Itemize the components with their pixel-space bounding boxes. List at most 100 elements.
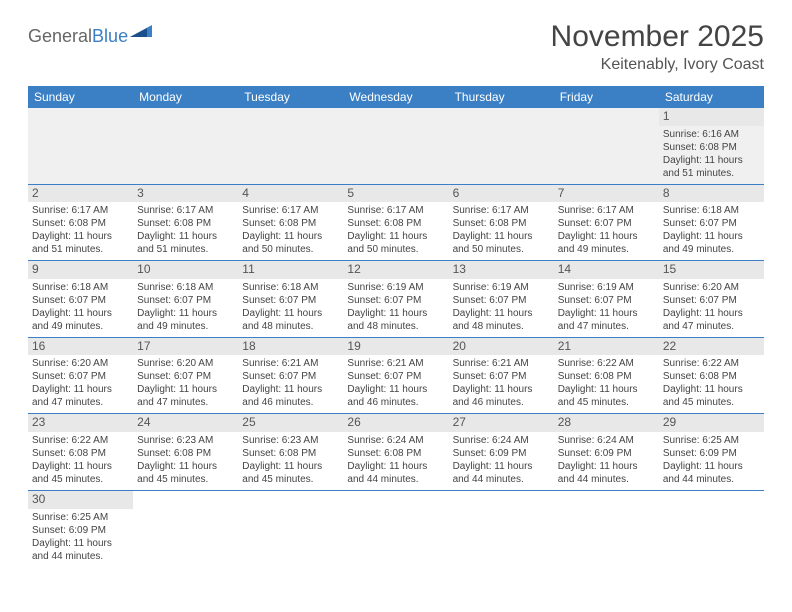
calendar-week-row: 23Sunrise: 6:22 AMSunset: 6:08 PMDayligh… bbox=[28, 414, 764, 491]
sunrise-text: Sunrise: 6:17 AM bbox=[32, 204, 129, 217]
calendar-cell: 4Sunrise: 6:17 AMSunset: 6:08 PMDaylight… bbox=[238, 184, 343, 261]
calendar-cell: 5Sunrise: 6:17 AMSunset: 6:08 PMDaylight… bbox=[343, 184, 448, 261]
day-number: 4 bbox=[238, 185, 343, 203]
day-number: 29 bbox=[659, 414, 764, 432]
sunrise-text: Sunrise: 6:18 AM bbox=[242, 281, 339, 294]
calendar-cell bbox=[554, 490, 659, 566]
day-number: 20 bbox=[449, 338, 554, 356]
day-number: 18 bbox=[238, 338, 343, 356]
calendar-cell: 27Sunrise: 6:24 AMSunset: 6:09 PMDayligh… bbox=[449, 414, 554, 491]
sunrise-text: Sunrise: 6:21 AM bbox=[347, 357, 444, 370]
day-number: 27 bbox=[449, 414, 554, 432]
sunrise-text: Sunrise: 6:23 AM bbox=[242, 434, 339, 447]
calendar-cell: 24Sunrise: 6:23 AMSunset: 6:08 PMDayligh… bbox=[133, 414, 238, 491]
sunrise-text: Sunrise: 6:16 AM bbox=[663, 128, 760, 141]
calendar-week-row: 1Sunrise: 6:16 AMSunset: 6:08 PMDaylight… bbox=[28, 108, 764, 184]
sunrise-text: Sunrise: 6:22 AM bbox=[663, 357, 760, 370]
sunrise-text: Sunrise: 6:21 AM bbox=[242, 357, 339, 370]
calendar-cell bbox=[659, 490, 764, 566]
sunrise-text: Sunrise: 6:17 AM bbox=[347, 204, 444, 217]
day-number: 22 bbox=[659, 338, 764, 356]
daylight-text: Daylight: 11 hours and 48 minutes. bbox=[242, 307, 339, 333]
calendar-cell bbox=[343, 108, 448, 184]
location: Keitenably, Ivory Coast bbox=[551, 56, 764, 74]
daylight-text: Daylight: 11 hours and 47 minutes. bbox=[32, 383, 129, 409]
sunrise-text: Sunrise: 6:25 AM bbox=[663, 434, 760, 447]
daylight-text: Daylight: 11 hours and 51 minutes. bbox=[32, 230, 129, 256]
day-number: 25 bbox=[238, 414, 343, 432]
sunset-text: Sunset: 6:09 PM bbox=[453, 447, 550, 460]
calendar-cell: 14Sunrise: 6:19 AMSunset: 6:07 PMDayligh… bbox=[554, 261, 659, 338]
calendar-week-row: 2Sunrise: 6:17 AMSunset: 6:08 PMDaylight… bbox=[28, 184, 764, 261]
daylight-text: Daylight: 11 hours and 49 minutes. bbox=[32, 307, 129, 333]
weekday-header-row: Sunday Monday Tuesday Wednesday Thursday… bbox=[28, 86, 764, 108]
logo: GeneralBlue bbox=[28, 26, 152, 47]
weekday-header: Friday bbox=[554, 86, 659, 108]
day-number: 28 bbox=[554, 414, 659, 432]
sunrise-text: Sunrise: 6:24 AM bbox=[347, 434, 444, 447]
sunrise-text: Sunrise: 6:24 AM bbox=[558, 434, 655, 447]
calendar-cell: 11Sunrise: 6:18 AMSunset: 6:07 PMDayligh… bbox=[238, 261, 343, 338]
sunrise-text: Sunrise: 6:20 AM bbox=[137, 357, 234, 370]
sunrise-text: Sunrise: 6:18 AM bbox=[663, 204, 760, 217]
daylight-text: Daylight: 11 hours and 45 minutes. bbox=[32, 460, 129, 486]
sunrise-text: Sunrise: 6:22 AM bbox=[32, 434, 129, 447]
header: GeneralBlue November 2025 Keitenably, Iv… bbox=[28, 20, 764, 74]
day-number: 30 bbox=[28, 491, 133, 509]
sunset-text: Sunset: 6:08 PM bbox=[347, 217, 444, 230]
sunrise-text: Sunrise: 6:23 AM bbox=[137, 434, 234, 447]
daylight-text: Daylight: 11 hours and 49 minutes. bbox=[663, 230, 760, 256]
calendar-cell: 30Sunrise: 6:25 AMSunset: 6:09 PMDayligh… bbox=[28, 490, 133, 566]
day-number: 15 bbox=[659, 261, 764, 279]
sunrise-text: Sunrise: 6:17 AM bbox=[558, 204, 655, 217]
weekday-header: Saturday bbox=[659, 86, 764, 108]
calendar-cell bbox=[238, 490, 343, 566]
sunset-text: Sunset: 6:07 PM bbox=[663, 217, 760, 230]
sunrise-text: Sunrise: 6:18 AM bbox=[137, 281, 234, 294]
daylight-text: Daylight: 11 hours and 45 minutes. bbox=[242, 460, 339, 486]
daylight-text: Daylight: 11 hours and 46 minutes. bbox=[347, 383, 444, 409]
sunset-text: Sunset: 6:07 PM bbox=[242, 294, 339, 307]
sunrise-text: Sunrise: 6:24 AM bbox=[453, 434, 550, 447]
calendar-cell bbox=[554, 108, 659, 184]
daylight-text: Daylight: 11 hours and 45 minutes. bbox=[137, 460, 234, 486]
calendar-cell bbox=[449, 490, 554, 566]
calendar-cell: 3Sunrise: 6:17 AMSunset: 6:08 PMDaylight… bbox=[133, 184, 238, 261]
day-number: 21 bbox=[554, 338, 659, 356]
day-number: 2 bbox=[28, 185, 133, 203]
sunset-text: Sunset: 6:08 PM bbox=[32, 447, 129, 460]
day-number: 1 bbox=[659, 108, 764, 126]
daylight-text: Daylight: 11 hours and 44 minutes. bbox=[558, 460, 655, 486]
calendar-cell: 1Sunrise: 6:16 AMSunset: 6:08 PMDaylight… bbox=[659, 108, 764, 184]
calendar-cell: 21Sunrise: 6:22 AMSunset: 6:08 PMDayligh… bbox=[554, 337, 659, 414]
calendar-cell: 7Sunrise: 6:17 AMSunset: 6:07 PMDaylight… bbox=[554, 184, 659, 261]
sunset-text: Sunset: 6:08 PM bbox=[137, 447, 234, 460]
daylight-text: Daylight: 11 hours and 45 minutes. bbox=[663, 383, 760, 409]
calendar-week-row: 16Sunrise: 6:20 AMSunset: 6:07 PMDayligh… bbox=[28, 337, 764, 414]
calendar-cell: 26Sunrise: 6:24 AMSunset: 6:08 PMDayligh… bbox=[343, 414, 448, 491]
calendar-cell: 19Sunrise: 6:21 AMSunset: 6:07 PMDayligh… bbox=[343, 337, 448, 414]
calendar-cell bbox=[28, 108, 133, 184]
calendar-cell: 17Sunrise: 6:20 AMSunset: 6:07 PMDayligh… bbox=[133, 337, 238, 414]
logo-text-general: General bbox=[28, 26, 92, 46]
sunset-text: Sunset: 6:07 PM bbox=[32, 370, 129, 383]
sunset-text: Sunset: 6:09 PM bbox=[663, 447, 760, 460]
sunrise-text: Sunrise: 6:20 AM bbox=[32, 357, 129, 370]
daylight-text: Daylight: 11 hours and 50 minutes. bbox=[453, 230, 550, 256]
calendar-cell: 9Sunrise: 6:18 AMSunset: 6:07 PMDaylight… bbox=[28, 261, 133, 338]
logo-text-blue: Blue bbox=[92, 26, 128, 46]
daylight-text: Daylight: 11 hours and 46 minutes. bbox=[453, 383, 550, 409]
calendar-cell bbox=[449, 108, 554, 184]
day-number: 17 bbox=[133, 338, 238, 356]
daylight-text: Daylight: 11 hours and 47 minutes. bbox=[558, 307, 655, 333]
sunrise-text: Sunrise: 6:25 AM bbox=[32, 511, 129, 524]
sunset-text: Sunset: 6:07 PM bbox=[558, 217, 655, 230]
calendar-cell: 28Sunrise: 6:24 AMSunset: 6:09 PMDayligh… bbox=[554, 414, 659, 491]
daylight-text: Daylight: 11 hours and 44 minutes. bbox=[32, 537, 129, 563]
day-number: 16 bbox=[28, 338, 133, 356]
calendar-cell: 20Sunrise: 6:21 AMSunset: 6:07 PMDayligh… bbox=[449, 337, 554, 414]
daylight-text: Daylight: 11 hours and 44 minutes. bbox=[663, 460, 760, 486]
calendar-week-row: 30Sunrise: 6:25 AMSunset: 6:09 PMDayligh… bbox=[28, 490, 764, 566]
sunrise-text: Sunrise: 6:17 AM bbox=[137, 204, 234, 217]
sunrise-text: Sunrise: 6:19 AM bbox=[558, 281, 655, 294]
